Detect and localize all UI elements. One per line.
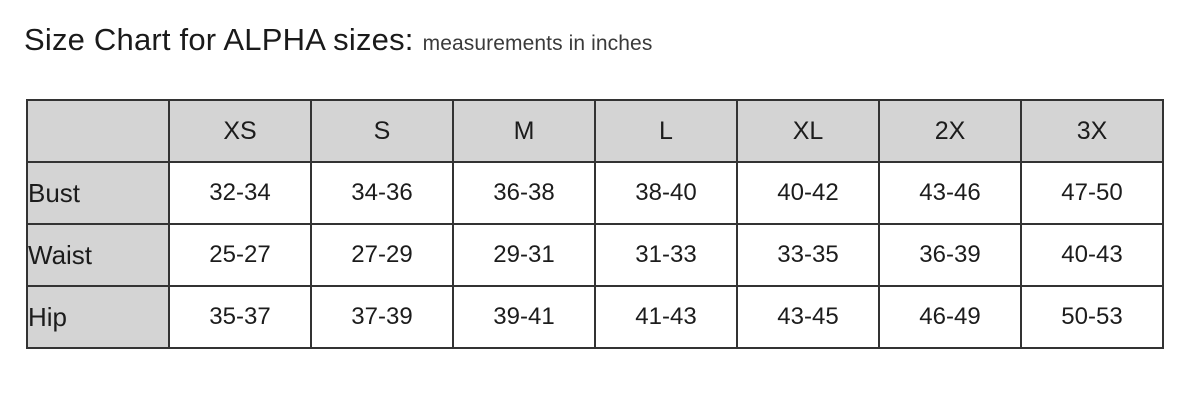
table-row: Bust 32-34 34-36 36-38 38-40 40-42 43-46… bbox=[26, 161, 1164, 225]
cell-waist-l: 31-33 bbox=[594, 223, 738, 287]
column-header-xl: XL bbox=[736, 99, 880, 163]
cell-hip-xs: 35-37 bbox=[168, 285, 312, 349]
column-header-l: L bbox=[594, 99, 738, 163]
table-header-row: XS S M L XL 2X 3X bbox=[26, 99, 1164, 163]
row-label-bust: Bust bbox=[26, 161, 170, 225]
cell-hip-m: 39-41 bbox=[452, 285, 596, 349]
cell-hip-xl: 43-45 bbox=[736, 285, 880, 349]
cell-bust-3x: 47-50 bbox=[1020, 161, 1164, 225]
size-chart-table-wrapper: XS S M L XL 2X 3X Bust 32-34 34-36 36-38… bbox=[26, 99, 1164, 349]
row-label-waist: Waist bbox=[26, 223, 170, 287]
table-row: Waist 25-27 27-29 29-31 31-33 33-35 36-3… bbox=[26, 223, 1164, 287]
cell-bust-s: 34-36 bbox=[310, 161, 454, 225]
column-header-2x: 2X bbox=[878, 99, 1022, 163]
cell-hip-l: 41-43 bbox=[594, 285, 738, 349]
cell-bust-m: 36-38 bbox=[452, 161, 596, 225]
table-body: Bust 32-34 34-36 36-38 38-40 40-42 43-46… bbox=[26, 161, 1164, 349]
column-header-s: S bbox=[310, 99, 454, 163]
row-label-hip: Hip bbox=[26, 285, 170, 349]
column-header-3x: 3X bbox=[1020, 99, 1164, 163]
cell-bust-2x: 43-46 bbox=[878, 161, 1022, 225]
cell-bust-xs: 32-34 bbox=[168, 161, 312, 225]
page-title: Size Chart for ALPHA sizes: measurements… bbox=[24, 22, 652, 58]
cell-hip-3x: 50-53 bbox=[1020, 285, 1164, 349]
table-header: XS S M L XL 2X 3X bbox=[26, 99, 1164, 163]
page-title-subtitle: measurements in inches bbox=[422, 32, 653, 55]
cell-bust-l: 38-40 bbox=[594, 161, 738, 225]
cell-hip-2x: 46-49 bbox=[878, 285, 1022, 349]
page-title-main: Size Chart for ALPHA sizes: bbox=[24, 22, 414, 57]
cell-hip-s: 37-39 bbox=[310, 285, 454, 349]
column-header-xs: XS bbox=[168, 99, 312, 163]
cell-waist-2x: 36-39 bbox=[878, 223, 1022, 287]
cell-waist-3x: 40-43 bbox=[1020, 223, 1164, 287]
table-row: Hip 35-37 37-39 39-41 41-43 43-45 46-49 … bbox=[26, 285, 1164, 349]
cell-waist-xs: 25-27 bbox=[168, 223, 312, 287]
cell-waist-xl: 33-35 bbox=[736, 223, 880, 287]
cell-bust-xl: 40-42 bbox=[736, 161, 880, 225]
cell-waist-m: 29-31 bbox=[452, 223, 596, 287]
column-header-m: M bbox=[452, 99, 596, 163]
size-chart-table: XS S M L XL 2X 3X Bust 32-34 34-36 36-38… bbox=[26, 99, 1164, 349]
cell-waist-s: 27-29 bbox=[310, 223, 454, 287]
table-corner-cell bbox=[26, 99, 170, 163]
